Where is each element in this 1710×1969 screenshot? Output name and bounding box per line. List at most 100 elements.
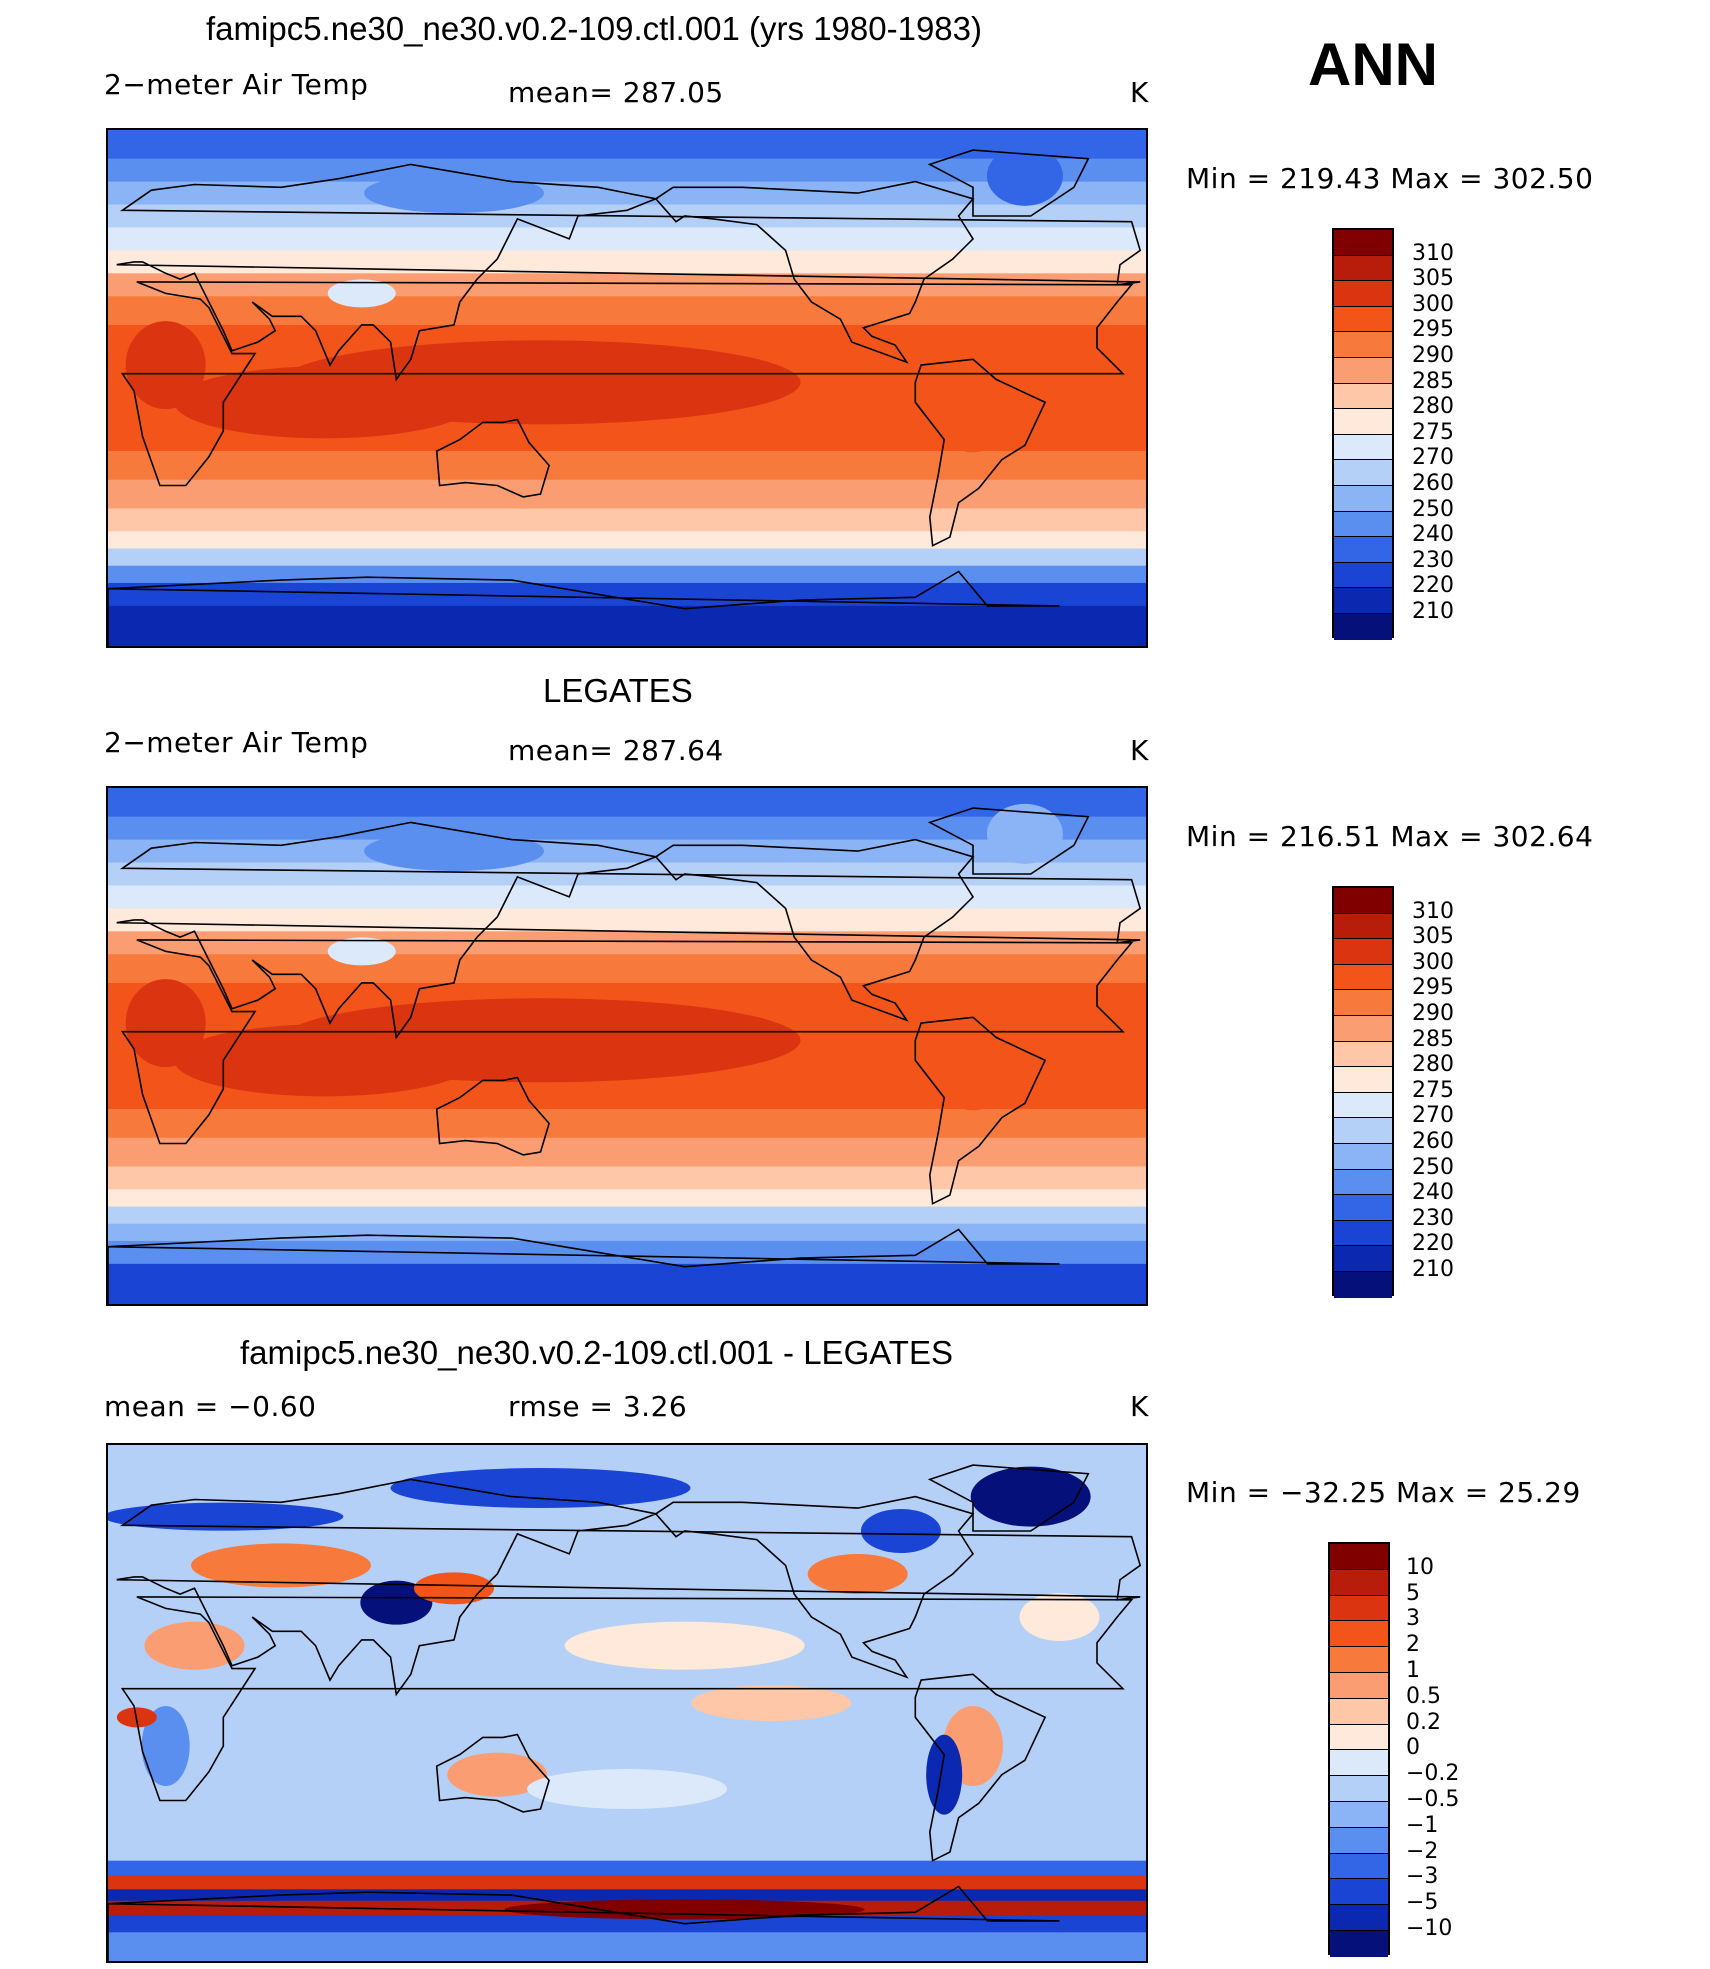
colorbar-tick-label: 220 [1412,573,1454,599]
colorbar-tick-label: 275 [1412,1077,1454,1103]
panel-1-title: famipc5.ne30_ne30.v0.2-109.ctl.001 (yrs … [206,10,982,47]
colorbar-tick-label: 240 [1412,522,1454,548]
colorbar-tick-label: −3 [1406,1864,1439,1890]
panel-2-map [106,786,1148,1306]
colorbar-swatch [1334,511,1392,538]
colorbar-tick-label: 230 [1412,1205,1454,1231]
colorbar-swatch [1334,383,1392,410]
colorbar-swatch [1334,460,1392,486]
colorbar-swatch [1330,1750,1388,1777]
panel-2-mean-label: mean= 287.64 [508,734,724,767]
colorbar-tick-label: 305 [1412,924,1454,950]
colorbar-swatch [1334,306,1392,333]
colorbar-swatch [1334,537,1392,563]
colorbar-tick-label: 275 [1412,419,1454,445]
map-field [108,788,1146,1304]
panel-2-units-label: K [1130,734,1149,767]
colorbar-swatch [1334,1246,1392,1272]
colorbar-tick-label: 10 [1406,1554,1434,1580]
colorbar-swatch [1330,1930,1388,1957]
panel-3-title: famipc5.ne30_ne30.v0.2-109.ctl.001 - LEG… [240,1334,953,1371]
colorbar-tick-label: 295 [1412,975,1454,1001]
colorbar-swatch [1330,1827,1388,1854]
panel-2-minmax: Min = 216.51 Max = 302.64 [1186,820,1594,853]
colorbar-tick-label: 270 [1412,1103,1454,1129]
colorbar-tick-label: 0.2 [1406,1709,1441,1735]
colorbar-swatch [1330,1647,1388,1673]
panel-1-minmax: Min = 219.43 Max = 302.50 [1186,162,1594,195]
panel-1-variable-label: 2−meter Air Temp [104,68,369,101]
panel-3-mean-label: mean = −0.60 [104,1390,317,1423]
colorbar-swatch [1330,1801,1388,1828]
colorbar-swatch [1330,1544,1388,1570]
colorbar-swatch [1334,1195,1392,1221]
colorbar-swatch [1334,562,1392,589]
colorbar-tick-label: 280 [1412,1052,1454,1078]
colorbar-tick-label: 290 [1412,343,1454,368]
colorbar-tick-label: 285 [1412,368,1454,394]
colorbar-tick-label: 0 [1406,1735,1420,1761]
colorbar-tick-label: 5 [1406,1580,1420,1606]
colorbar-swatch [1334,1015,1392,1042]
colorbar-tick-label: 295 [1412,317,1454,343]
colorbar-tick-label: 210 [1412,599,1454,624]
colorbar-tick-label: 2 [1406,1632,1420,1658]
colorbar-tick-label: 240 [1412,1180,1454,1206]
colorbar-swatch [1334,990,1392,1016]
colorbar-swatch [1330,1569,1388,1596]
colorbar-tick-label: 220 [1412,1231,1454,1257]
colorbar-swatch [1334,409,1392,435]
colorbar-tick-label: −1 [1406,1812,1439,1838]
colorbar-tick-label: 0.5 [1406,1683,1441,1709]
colorbar-swatch [1334,1169,1392,1196]
panel-3-minmax: Min = −32.25 Max = 25.29 [1186,1476,1581,1509]
colorbar-tick-label: 1 [1406,1658,1420,1683]
colorbar-tick-label: −0.5 [1406,1787,1460,1812]
map-field [108,130,1146,646]
colorbar-tick-label: 250 [1412,1154,1454,1180]
colorbar-swatch [1334,1220,1392,1247]
colorbar-swatch [1330,1672,1388,1699]
colorbar-swatch [1330,1853,1388,1880]
panel-3-colorbar [1328,1542,1390,1957]
colorbar-swatch [1334,1118,1392,1144]
colorbar-swatch [1334,1067,1392,1093]
colorbar-swatch [1330,1698,1388,1725]
panel-2-title: LEGATES [543,672,693,709]
colorbar-tick-label: 250 [1412,496,1454,522]
colorbar-tick-label: 270 [1412,445,1454,471]
colorbar-swatch [1334,1041,1392,1068]
colorbar-swatch [1334,1092,1392,1119]
colorbar-tick-label: 260 [1412,1129,1454,1154]
colorbar-swatch [1334,332,1392,358]
colorbar-tick-label: −0.2 [1406,1761,1460,1787]
colorbar-swatch [1334,485,1392,512]
panel-1-colorbar [1332,228,1394,640]
season-label: ANN [1308,31,1438,98]
colorbar-tick-label: −10 [1406,1916,1453,1941]
colorbar-tick-label: 210 [1412,1257,1454,1282]
colorbar-tick-label: 310 [1412,898,1454,924]
panel-1-units-label: K [1130,76,1149,109]
panel-3-units-label: K [1130,1390,1149,1423]
panel-2-colorbar [1332,886,1394,1298]
panel-3-map [106,1443,1148,1963]
colorbar-swatch [1330,1621,1388,1648]
panel-3-rmse-label: rmse = 3.26 [508,1390,688,1423]
colorbar-swatch [1334,939,1392,965]
colorbar-tick-label: 290 [1412,1001,1454,1026]
colorbar-swatch [1334,281,1392,307]
colorbar-swatch [1334,888,1392,914]
colorbar-tick-label: 310 [1412,240,1454,266]
colorbar-swatch [1334,1143,1392,1170]
colorbar-tick-label: 260 [1412,471,1454,496]
panel-2-variable-label: 2−meter Air Temp [104,726,369,759]
colorbar-swatch [1330,1905,1388,1931]
colorbar-tick-label: −5 [1406,1890,1439,1916]
colorbar-swatch [1330,1879,1388,1906]
colorbar-swatch [1330,1595,1388,1622]
colorbar-swatch [1334,913,1392,940]
colorbar-swatch [1334,588,1392,614]
colorbar-swatch [1330,1776,1388,1802]
map-field [108,1445,1146,1961]
